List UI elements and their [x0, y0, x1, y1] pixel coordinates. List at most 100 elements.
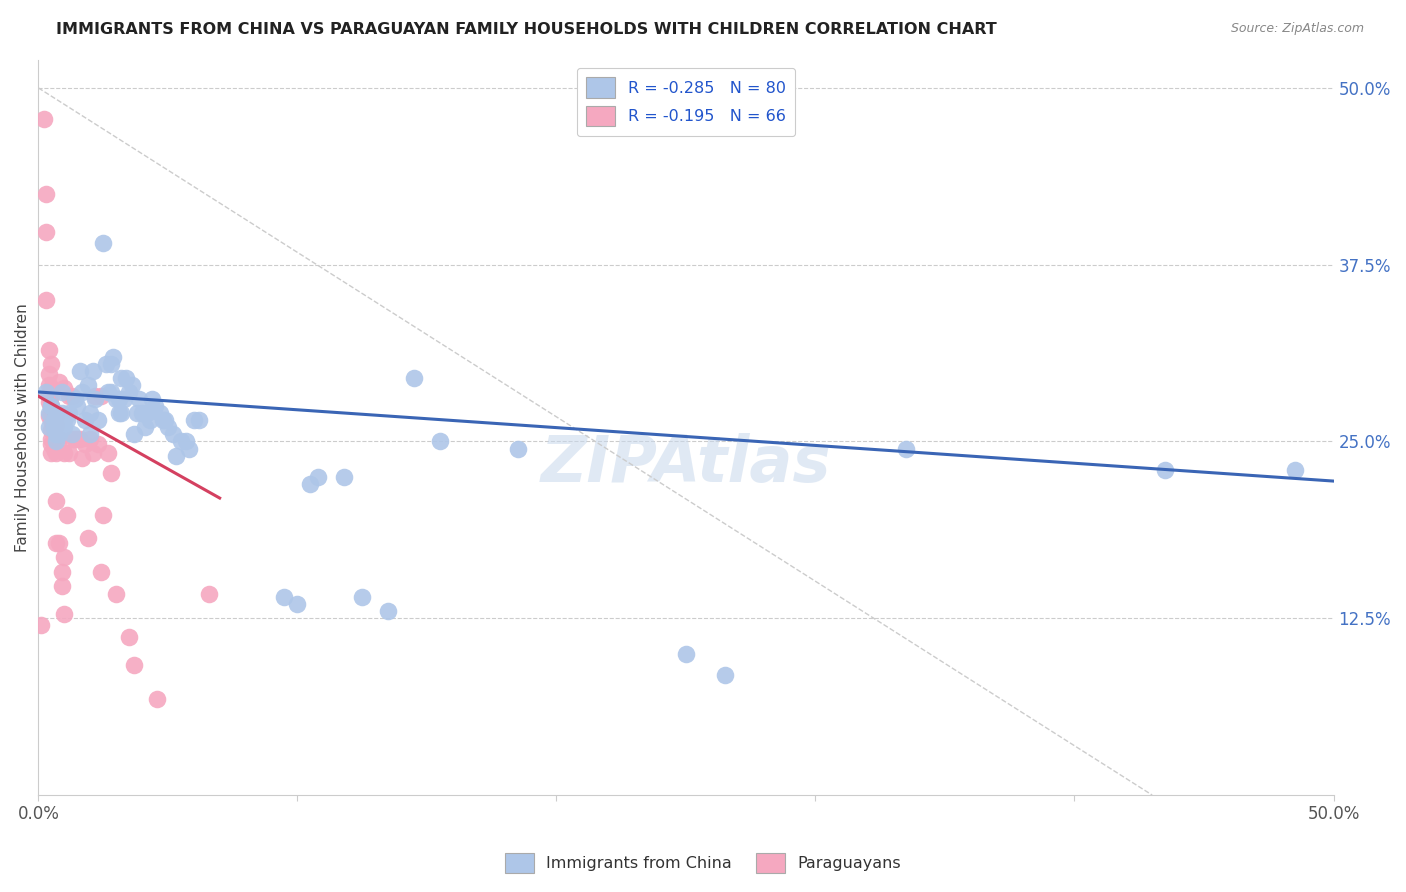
Point — [45, 427, 67, 442]
Point — [53, 413, 76, 427]
Point — [103, 350, 125, 364]
Point — [165, 449, 187, 463]
Point — [506, 442, 529, 456]
Point — [38, 389, 60, 403]
Point — [66, 432, 89, 446]
Point — [42, 434, 65, 449]
Point — [60, 389, 83, 403]
Point — [42, 427, 65, 442]
Point — [45, 536, 67, 550]
Point — [56, 508, 79, 522]
Point — [115, 371, 138, 385]
Point — [82, 446, 104, 460]
Point — [94, 357, 117, 371]
Text: ZIPAtlas: ZIPAtlas — [541, 434, 831, 495]
Point — [56, 413, 79, 427]
Point — [38, 409, 60, 423]
Point — [110, 406, 132, 420]
Point — [39, 406, 62, 420]
Point — [128, 392, 150, 406]
Point — [60, 432, 83, 446]
Point — [39, 399, 62, 413]
Point — [51, 579, 73, 593]
Text: IMMIGRANTS FROM CHINA VS PARAGUAYAN FAMILY HOUSEHOLDS WITH CHILDREN CORRELATION : IMMIGRANTS FROM CHINA VS PARAGUAYAN FAMI… — [56, 22, 997, 37]
Point — [39, 357, 62, 371]
Point — [112, 392, 135, 406]
Point — [97, 384, 120, 399]
Point — [48, 427, 70, 442]
Point — [38, 367, 60, 381]
Point — [174, 434, 197, 449]
Point — [183, 413, 205, 427]
Point — [38, 395, 60, 409]
Point — [273, 590, 295, 604]
Point — [58, 446, 80, 460]
Point — [138, 413, 160, 427]
Point — [152, 413, 174, 427]
Point — [72, 384, 94, 399]
Point — [713, 668, 735, 682]
Point — [105, 392, 128, 406]
Point — [38, 343, 60, 357]
Point — [53, 550, 76, 565]
Point — [198, 587, 221, 601]
Point — [45, 494, 67, 508]
Point — [107, 392, 129, 406]
Point — [675, 647, 697, 661]
Point — [122, 657, 145, 672]
Point — [333, 470, 356, 484]
Point — [48, 536, 70, 550]
Point — [122, 427, 145, 442]
Point — [79, 432, 101, 446]
Point — [32, 112, 55, 126]
Point — [42, 420, 65, 434]
Point — [51, 565, 73, 579]
Point — [51, 406, 73, 420]
Point — [48, 432, 70, 446]
Point — [45, 409, 67, 423]
Point — [45, 432, 67, 446]
Point — [58, 406, 80, 420]
Point — [91, 236, 114, 251]
Point — [352, 590, 374, 604]
Point — [100, 384, 122, 399]
Point — [146, 692, 169, 706]
Point — [35, 186, 58, 201]
Point — [100, 466, 122, 480]
Point — [125, 406, 148, 420]
Point — [38, 406, 60, 420]
Point — [110, 371, 132, 385]
Point — [45, 417, 67, 432]
Point — [35, 293, 58, 307]
Point — [39, 399, 62, 413]
Point — [118, 384, 141, 399]
Point — [107, 406, 129, 420]
Point — [156, 420, 179, 434]
Point — [287, 597, 309, 611]
Point — [45, 446, 67, 460]
Point — [1284, 463, 1306, 477]
Point — [48, 420, 70, 434]
Point — [45, 406, 67, 420]
Point — [39, 437, 62, 451]
Point — [87, 413, 110, 427]
Point — [299, 476, 322, 491]
Point — [51, 384, 73, 399]
Point — [136, 406, 159, 420]
Point — [39, 432, 62, 446]
Point — [307, 470, 329, 484]
Point — [30, 618, 52, 632]
Point — [100, 357, 122, 371]
Point — [76, 531, 98, 545]
Point — [105, 587, 128, 601]
Point — [149, 406, 172, 420]
Point — [39, 399, 62, 413]
Point — [155, 413, 177, 427]
Point — [39, 413, 62, 427]
Y-axis label: Family Households with Children: Family Households with Children — [15, 303, 30, 552]
Point — [53, 420, 76, 434]
Point — [63, 432, 86, 446]
Point — [87, 437, 110, 451]
Point — [177, 442, 200, 456]
Point — [76, 378, 98, 392]
